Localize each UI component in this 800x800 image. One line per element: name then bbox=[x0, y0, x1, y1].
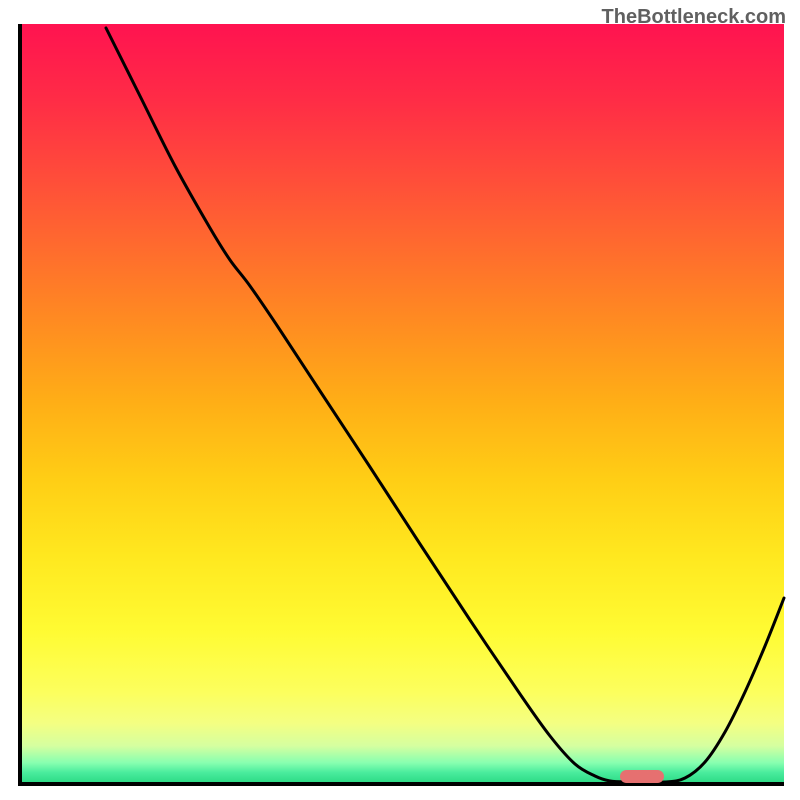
watermark-text: TheBottleneck.com bbox=[602, 6, 786, 29]
plot-background bbox=[20, 24, 784, 784]
chart-container: TheBottleneck.com bbox=[0, 0, 800, 800]
highlight-marker bbox=[620, 770, 664, 783]
bottleneck-chart bbox=[0, 0, 800, 800]
